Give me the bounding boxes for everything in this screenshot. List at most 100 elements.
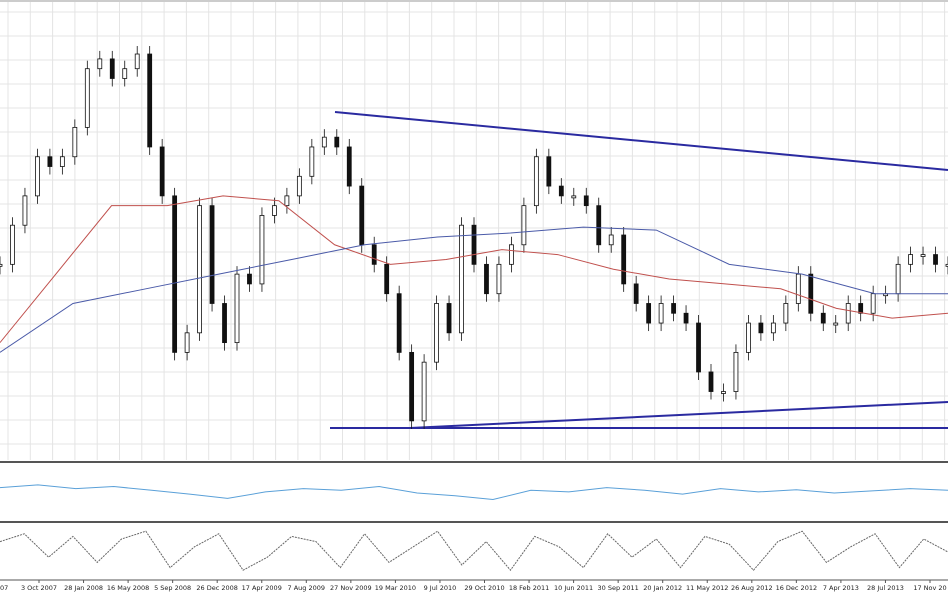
candle xyxy=(459,224,464,334)
candle xyxy=(396,293,402,353)
x-tick-label: 26 Aug 2012 xyxy=(731,584,773,592)
x-tick-label: 11 May 2012 xyxy=(686,584,728,592)
x-tick-label: 19 Mar 2010 xyxy=(375,584,416,592)
candle xyxy=(371,244,377,265)
x-tick-label: 7 Aug 2009 xyxy=(288,584,326,592)
candle xyxy=(920,254,926,257)
candle xyxy=(571,195,577,199)
x-tick-label: 26 Dec 2008 xyxy=(196,584,238,592)
candle xyxy=(259,215,265,285)
candle xyxy=(59,156,65,167)
candle xyxy=(895,263,901,295)
candle xyxy=(608,234,614,246)
x-tick-label: 17 Nov 20 xyxy=(913,584,946,592)
candle xyxy=(184,332,190,353)
candle xyxy=(770,322,776,334)
candle xyxy=(97,58,103,70)
candle xyxy=(870,293,876,314)
candle xyxy=(845,303,851,324)
candle xyxy=(359,185,365,246)
x-tick-label: 29 Oct 2010 xyxy=(464,584,504,592)
x-tick-label: 10 Jun 2011 xyxy=(554,584,593,592)
candle xyxy=(633,283,639,304)
candle xyxy=(708,371,714,392)
candle xyxy=(908,254,913,265)
candle xyxy=(234,273,240,344)
candle xyxy=(509,244,514,265)
candle xyxy=(658,303,664,324)
candle xyxy=(72,126,78,158)
trend-line xyxy=(334,111,948,171)
candle xyxy=(783,303,789,324)
x-tick-label: 28 Jan 2008 xyxy=(64,584,103,592)
candle xyxy=(833,322,839,326)
candle xyxy=(646,303,652,324)
candle xyxy=(421,361,427,422)
candle xyxy=(272,205,277,216)
stochastic-line xyxy=(0,530,948,572)
x-tick-label: 9 Jul 2010 xyxy=(424,584,457,592)
candle xyxy=(596,205,602,246)
candle xyxy=(546,156,552,187)
candle xyxy=(808,273,814,314)
candle xyxy=(409,351,415,422)
x-tick-label: 28 Jul 2013 xyxy=(867,584,904,592)
candle xyxy=(309,146,315,177)
candle xyxy=(945,263,948,267)
candle xyxy=(434,303,439,363)
candle xyxy=(496,263,502,295)
candle xyxy=(247,273,252,285)
rsi-line xyxy=(0,484,948,500)
candle xyxy=(795,273,801,304)
candle xyxy=(696,322,701,373)
candle xyxy=(159,146,165,197)
candle xyxy=(147,53,153,148)
candle xyxy=(384,263,390,295)
x-tick-label: 30 Sep 2011 xyxy=(598,584,639,592)
candle xyxy=(47,156,53,167)
moving-average xyxy=(0,195,948,343)
candle xyxy=(197,205,202,334)
moving-average xyxy=(0,226,948,353)
candle xyxy=(521,205,527,246)
x-tick-label: 7 Apr 2013 xyxy=(823,584,859,592)
candle xyxy=(671,303,676,314)
candle xyxy=(683,312,689,324)
candle xyxy=(321,136,327,148)
candle xyxy=(820,312,826,324)
candle xyxy=(446,303,452,334)
candle xyxy=(933,254,938,265)
candle xyxy=(109,58,115,79)
candle xyxy=(222,303,227,344)
candle xyxy=(721,391,726,394)
candle xyxy=(209,205,215,304)
candle xyxy=(583,195,589,207)
candle xyxy=(0,263,3,267)
candle xyxy=(22,195,28,226)
x-tick-label: 16 Dec 2012 xyxy=(776,584,818,592)
trend-line xyxy=(409,401,948,429)
candle xyxy=(10,224,15,265)
candle xyxy=(858,303,864,314)
candle xyxy=(621,234,627,285)
candle xyxy=(134,53,140,70)
candle xyxy=(484,263,489,295)
candle xyxy=(172,195,178,353)
x-tick-label: 27 Nov 2009 xyxy=(330,584,372,592)
x-tick-label: 5 Sep 2008 xyxy=(154,584,191,592)
x-tick-label: 3 Oct 2007 xyxy=(21,584,57,592)
x-tick-label: 20 Jan 2012 xyxy=(643,584,682,592)
candle xyxy=(284,195,290,207)
candle xyxy=(122,68,128,79)
candle xyxy=(533,156,539,207)
candle xyxy=(296,175,302,197)
candle xyxy=(558,185,564,197)
candle xyxy=(746,322,751,353)
x-tick-label: 07 xyxy=(0,584,8,592)
candle xyxy=(758,322,764,334)
candle xyxy=(334,136,340,148)
candle xyxy=(346,146,352,187)
candle xyxy=(84,68,90,128)
x-tick-label: 16 May 2008 xyxy=(107,584,149,592)
